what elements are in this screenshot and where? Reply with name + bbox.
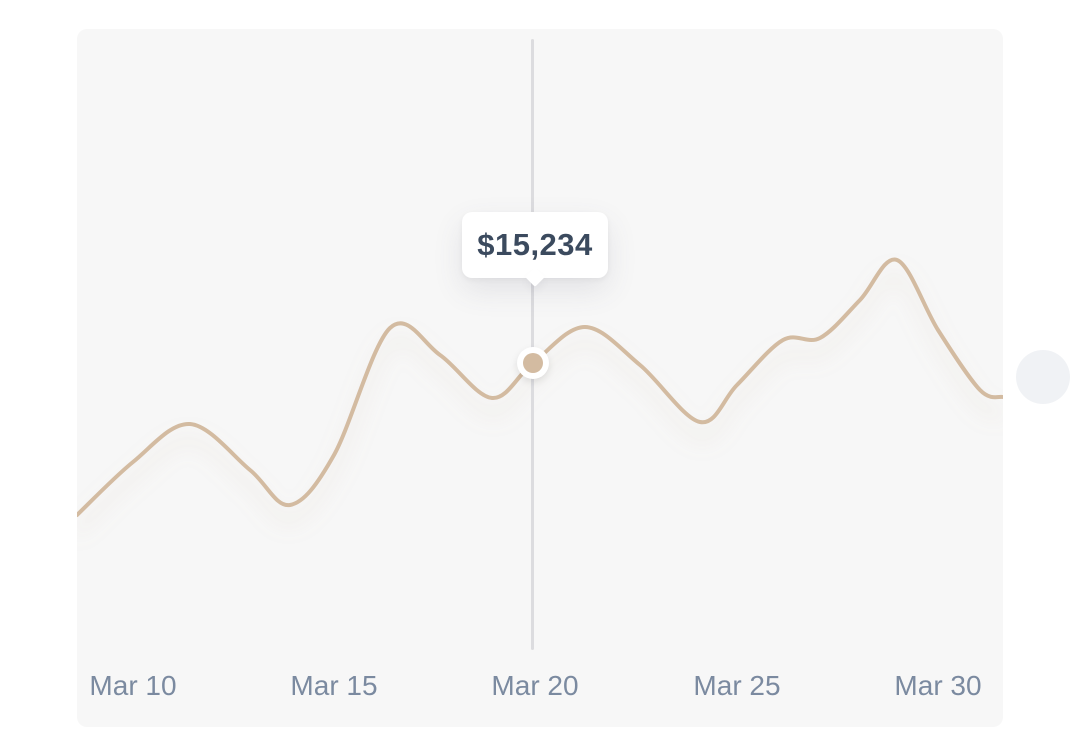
active-point-marker[interactable]	[517, 347, 549, 379]
active-point-dot	[523, 353, 543, 373]
line-chart-canvas	[77, 257, 1003, 517]
value-tooltip: $15,234	[462, 212, 608, 278]
side-indicator-circle[interactable]	[1016, 350, 1070, 404]
tooltip-value: $15,234	[477, 227, 593, 262]
line-series-path	[77, 257, 1003, 517]
chart-panel: $15,234 Mar 10 Mar 15 Mar 20 Mar 25 Mar …	[77, 29, 1003, 727]
crosshair-line	[531, 39, 534, 650]
